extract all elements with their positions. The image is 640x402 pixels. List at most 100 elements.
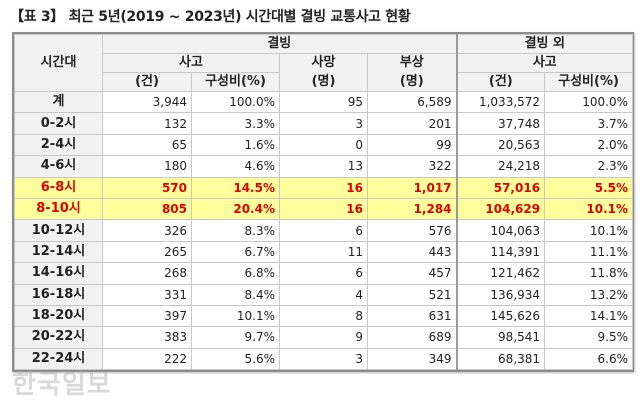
non-icing-ratio-cell: 11.1%: [544, 240, 634, 264]
ratio-cell: 1.6%: [191, 133, 280, 157]
deaths-cell: 8: [279, 304, 368, 328]
non-icing-accidents-cell: 20,563: [456, 133, 546, 157]
table-body: 계 3,944 100.0% 95 6,589 1,033,572 100.0% 0-2시 13…: [14, 90, 634, 371]
header-accidents: 사고: [102, 53, 280, 73]
ratio-cell: 4.6%: [191, 155, 280, 178]
watermark-logo: 한국일보: [12, 370, 112, 400]
non-icing-ratio-cell: 6.6%: [544, 347, 634, 371]
ratio-cell: 6.8%: [191, 262, 280, 285]
non-icing-ratio-cell: 2.0%: [544, 133, 634, 157]
injuries-cell: 201: [366, 112, 458, 135]
time-cell: 16-18시: [14, 283, 103, 306]
deaths-cell: 6: [279, 262, 368, 285]
header-icing: 결빙: [101, 34, 458, 54]
accidents-cell: 65: [102, 133, 192, 157]
deaths-cell: 9: [279, 326, 368, 349]
time-cell: 8-10시: [14, 197, 103, 221]
table-row: 16-18시 331 8.4% 4 521 136,934 13.2%: [14, 283, 634, 306]
ratio-cell: 5.6%: [191, 347, 280, 371]
non-icing-ratio-cell: 3.7%: [544, 112, 634, 135]
deaths-cell: 13: [279, 155, 368, 178]
table-row: 18-20시 397 10.1% 8 631 145,626 14.1%: [14, 304, 634, 328]
accidents-cell: 3,944: [102, 90, 192, 114]
ratio-cell: 6.7%: [191, 240, 280, 264]
non-icing-accidents-cell: 121,462: [456, 262, 546, 285]
table-row: 0-2시 132 3.3% 3 201 37,748 3.7%: [14, 112, 634, 135]
injuries-cell: 6,589: [366, 90, 458, 114]
non-icing-accidents-cell: 24,218: [456, 155, 546, 178]
table-row: 2-4시 65 1.6% 0 99 20,563 2.0%: [14, 133, 634, 157]
non-icing-accidents-cell: 37,748: [456, 112, 546, 135]
non-icing-ratio-cell: 10.1%: [544, 219, 634, 242]
non-icing-accidents-cell: 104,063: [456, 219, 546, 242]
non-icing-ratio-cell: 11.8%: [544, 262, 634, 285]
header-deaths: 사망: [279, 53, 368, 73]
accidents-cell: 383: [102, 326, 192, 349]
ratio-cell: 3.3%: [191, 112, 280, 135]
time-cell: 20-22시: [14, 326, 103, 349]
time-cell: 22-24시: [14, 347, 103, 371]
non-icing-accidents-cell: 136,934: [456, 283, 546, 306]
time-cell: 4-6시: [14, 155, 103, 178]
non-icing-accidents-cell: 104,629: [456, 197, 546, 221]
injuries-cell: 99: [366, 133, 458, 157]
non-icing-accidents-cell: 57,016: [456, 176, 546, 199]
injuries-cell: 322: [366, 155, 458, 178]
total-row: 계 3,944 100.0% 95 6,589 1,033,572 100.0%: [14, 90, 634, 114]
ratio-cell: 20.4%: [191, 197, 280, 221]
table-row: 6-8시 570 14.5% 16 1,017 57,016 5.5%: [14, 176, 634, 199]
accidents-cell: 326: [102, 219, 192, 242]
header-time: 시간대: [14, 34, 103, 92]
non-icing-ratio-cell: 5.5%: [544, 176, 634, 199]
deaths-cell: 3: [279, 112, 368, 135]
non-icing-ratio-cell: 100.0%: [544, 90, 634, 114]
header-unit-injuries: (명): [366, 72, 458, 92]
header-unit-count-non-icing: (건): [456, 72, 546, 92]
time-cell: 2-4시: [14, 133, 103, 157]
header-unit-deaths: (명): [279, 72, 368, 92]
injuries-cell: 576: [366, 219, 458, 242]
time-cell: 18-20시: [14, 304, 103, 328]
non-icing-accidents-cell: 98,541: [456, 326, 546, 349]
header-unit-ratio: 구성비(%): [191, 72, 280, 92]
non-icing-ratio-cell: 10.1%: [544, 197, 634, 221]
ratio-cell: 10.1%: [191, 304, 280, 328]
header-accidents-non-icing: 사고: [456, 53, 634, 73]
table-row: 14-16시 268 6.8% 6 457 121,462 11.8%: [14, 262, 634, 285]
injuries-cell: 689: [366, 326, 458, 349]
table-row: 4-6시 180 4.6% 13 322 24,218 2.3%: [14, 155, 634, 178]
injuries-cell: 631: [366, 304, 458, 328]
non-icing-ratio-cell: 13.2%: [544, 283, 634, 306]
header-unit-count: (건): [102, 72, 192, 92]
deaths-cell: 0: [279, 133, 368, 157]
injuries-cell: 443: [366, 240, 458, 264]
accidents-cell: 331: [102, 283, 192, 306]
injuries-cell: 521: [366, 283, 458, 306]
ratio-cell: 8.3%: [191, 219, 280, 242]
deaths-cell: 95: [279, 90, 368, 114]
time-cell: 6-8시: [14, 176, 103, 199]
deaths-cell: 4: [279, 283, 368, 306]
ratio-cell: 14.5%: [191, 176, 280, 199]
time-cell: 10-12시: [14, 219, 103, 242]
table-row: 22-24시 222 5.6% 3 349 68,381 6.6%: [14, 347, 634, 371]
accidents-cell: 397: [102, 304, 192, 328]
time-cell: 계: [14, 90, 103, 114]
table-row: 20-22시 383 9.7% 9 689 98,541 9.5%: [14, 326, 634, 349]
accidents-cell: 268: [102, 262, 192, 285]
accidents-cell: 222: [102, 347, 192, 371]
accidents-cell: 570: [102, 176, 192, 199]
accidents-cell: 265: [102, 240, 192, 264]
non-icing-accidents-cell: 145,626: [456, 304, 546, 328]
non-icing-accidents-cell: 114,391: [456, 240, 546, 264]
icing-accident-table: 시간대 결빙 결빙 외 사고 사망 부상 사고 (건) 구성비(%) (명) (…: [12, 32, 634, 373]
accidents-cell: 132: [102, 112, 192, 135]
deaths-cell: 3: [279, 347, 368, 371]
ratio-cell: 100.0%: [191, 90, 280, 114]
non-icing-ratio-cell: 2.3%: [544, 155, 634, 178]
deaths-cell: 16: [279, 197, 368, 221]
accidents-cell: 805: [102, 197, 192, 221]
accidents-cell: 180: [102, 155, 192, 178]
injuries-cell: 1,284: [366, 197, 458, 221]
table-title: 【표 3】 최근 5년(2019 ~ 2023년) 시간대별 결빙 교통사고 현…: [10, 9, 411, 25]
